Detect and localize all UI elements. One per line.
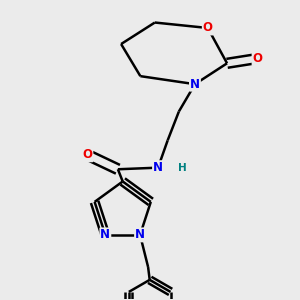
Text: N: N [190, 78, 200, 91]
Text: O: O [82, 148, 92, 161]
Text: O: O [253, 52, 262, 65]
Text: O: O [203, 22, 213, 34]
Text: N: N [100, 228, 110, 242]
Text: N: N [153, 161, 163, 174]
Text: H: H [178, 163, 187, 173]
Text: N: N [135, 228, 145, 242]
